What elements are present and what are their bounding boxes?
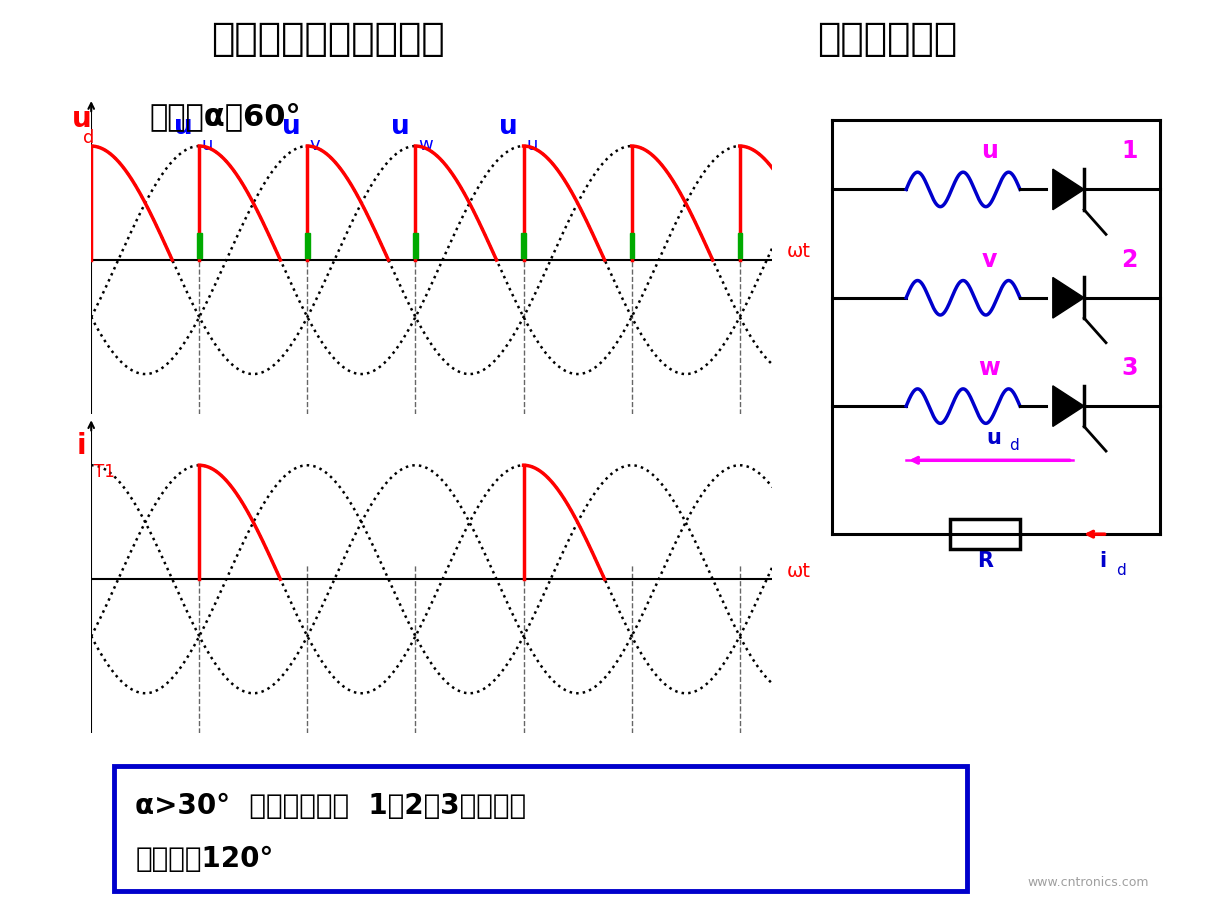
Polygon shape xyxy=(1053,386,1085,427)
Bar xyxy=(413,233,418,259)
Text: u: u xyxy=(174,113,193,139)
Text: 3: 3 xyxy=(1121,355,1138,380)
Text: 通角小于120°: 通角小于120° xyxy=(135,844,274,872)
Bar xyxy=(522,233,527,259)
Text: u: u xyxy=(986,427,1001,447)
Text: 1: 1 xyxy=(1121,139,1138,163)
Text: 纯电阻性负载: 纯电阻性负载 xyxy=(817,20,958,57)
Text: v: v xyxy=(981,248,997,271)
Text: u: u xyxy=(527,136,537,154)
Text: 三相半波可控整流电路: 三相半波可控整流电路 xyxy=(212,20,445,57)
Text: w: w xyxy=(418,136,433,154)
Bar xyxy=(738,233,742,259)
Bar xyxy=(630,233,635,259)
Text: v: v xyxy=(310,136,321,154)
Text: www.cntronics.com: www.cntronics.com xyxy=(1028,875,1149,888)
Text: 2: 2 xyxy=(1121,248,1138,271)
Text: u: u xyxy=(390,113,410,139)
Text: u: u xyxy=(72,105,91,132)
Bar xyxy=(305,233,310,259)
Text: ωt: ωt xyxy=(787,242,811,261)
Text: w: w xyxy=(979,355,1001,380)
Text: 控制角α＝60°: 控制角α＝60° xyxy=(150,102,300,130)
Text: d: d xyxy=(1009,438,1019,453)
Text: R: R xyxy=(976,550,993,570)
Text: α>30°  时电流断续，  1、2、3晶闸管导: α>30° 时电流断续， 1、2、3晶闸管导 xyxy=(135,791,527,819)
Bar xyxy=(950,520,1020,549)
Text: u: u xyxy=(282,113,302,139)
Text: u: u xyxy=(499,113,517,139)
Bar xyxy=(197,233,202,259)
Text: u: u xyxy=(981,139,998,163)
FancyBboxPatch shape xyxy=(114,766,967,891)
Text: T1: T1 xyxy=(95,463,116,480)
Text: d: d xyxy=(1116,562,1126,577)
Text: ωt: ωt xyxy=(787,561,811,580)
Text: u: u xyxy=(202,136,213,154)
Text: i: i xyxy=(77,431,86,459)
Text: d: d xyxy=(84,128,95,147)
Polygon shape xyxy=(1053,170,1085,210)
Text: i: i xyxy=(1099,550,1107,570)
Polygon shape xyxy=(1053,278,1085,319)
